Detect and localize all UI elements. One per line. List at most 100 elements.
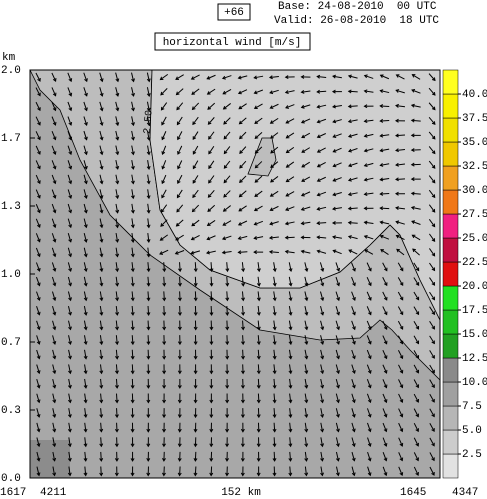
arrow-head: [367, 355, 372, 360]
wind-arrow: [347, 119, 358, 124]
arrow-head: [379, 177, 384, 182]
arrow-head: [162, 414, 167, 419]
arrow-shaft: [115, 276, 118, 286]
arrow-shaft: [99, 218, 103, 228]
wind-arrow: [428, 87, 436, 96]
arrow-head: [52, 355, 57, 360]
wind-arrow: [272, 437, 277, 448]
wind-arrow: [175, 219, 184, 227]
arrow-head: [176, 194, 181, 199]
wind-arrow: [192, 189, 199, 199]
wind-arrow: [51, 276, 57, 287]
wind-arrow: [398, 452, 404, 462]
arrow-head: [177, 326, 182, 331]
arrow-head: [288, 472, 293, 477]
arrow-head: [351, 428, 356, 433]
arrow-shaft: [364, 192, 374, 195]
arrow-shaft: [115, 262, 118, 272]
arrow-head: [431, 325, 435, 330]
arrow-shaft: [35, 247, 41, 257]
arrow-head: [225, 370, 230, 375]
arrow-head: [192, 165, 197, 170]
arrow-head: [399, 311, 404, 316]
arrow-shaft: [99, 101, 103, 111]
arrow-head: [320, 297, 325, 302]
wind-arrow: [320, 349, 325, 360]
arrow-head: [383, 326, 388, 331]
arrow-head: [146, 443, 151, 448]
arrow-head: [52, 92, 57, 97]
arrow-shaft: [242, 335, 244, 345]
wind-arrow: [225, 305, 230, 316]
arrow-shaft: [270, 132, 279, 139]
arrow-head: [177, 458, 182, 462]
wind-arrow: [51, 87, 57, 97]
arrow-head: [37, 121, 41, 126]
wind-arrow: [254, 190, 263, 198]
wind-arrow: [131, 145, 135, 156]
arrow-head: [36, 340, 41, 345]
colorbar-bin: [442, 213, 459, 239]
arrow-shaft: [332, 105, 342, 108]
arrow-head: [256, 472, 261, 477]
arrow-shaft: [398, 364, 403, 374]
wind-arrow: [35, 174, 41, 185]
arrow-shaft: [397, 277, 404, 286]
arrow-shaft: [335, 320, 340, 330]
arrow-head: [256, 414, 261, 419]
wind-arrow: [363, 220, 374, 225]
arrow-head: [272, 370, 277, 375]
wind-arrow: [269, 221, 279, 226]
colorbar: 2.55.07.510.012.515.017.520.022.525.027.…: [442, 69, 487, 479]
arrow-shaft: [428, 87, 436, 96]
wind-arrow: [395, 74, 405, 80]
wind-arrow: [99, 320, 104, 331]
arrow-head: [146, 414, 151, 419]
arrow-shaft: [83, 233, 87, 243]
wind-arrow: [304, 276, 309, 287]
wind-arrow: [256, 349, 261, 360]
arrow-shaft: [428, 233, 436, 242]
arrow-shaft: [412, 234, 421, 241]
arrow-head: [399, 355, 404, 360]
arrow-head: [379, 206, 384, 211]
arrow-head: [395, 89, 400, 93]
wind-arrow: [83, 87, 88, 97]
arrow-head: [68, 151, 73, 156]
wind-arrow: [52, 393, 57, 404]
arrow-shaft: [83, 160, 88, 170]
arrow-head: [241, 297, 246, 302]
arrow-head: [159, 237, 164, 241]
wind-arrow: [223, 117, 231, 125]
arrow-shaft: [304, 276, 308, 286]
wind-arrow: [159, 249, 169, 255]
arrow-head: [36, 384, 41, 389]
wind-arrow: [131, 116, 135, 127]
wind-arrow: [193, 393, 198, 404]
arrow-head: [52, 267, 57, 272]
arrow-head: [415, 340, 420, 345]
arrow-head: [191, 222, 196, 227]
arrow-shaft: [429, 379, 435, 388]
arrow-shaft: [176, 102, 184, 110]
arrow-head: [379, 220, 384, 225]
wind-arrow: [130, 291, 135, 302]
wind-arrow: [68, 364, 72, 375]
arrow-head: [304, 457, 309, 462]
arrow-head: [209, 472, 214, 477]
wind-arrow: [428, 131, 436, 140]
arrow-head: [84, 107, 88, 112]
arrow-head: [237, 236, 242, 240]
arrow-head: [336, 355, 340, 360]
arrow-head: [379, 148, 384, 153]
wind-arrow: [159, 73, 169, 81]
arrow-head: [146, 122, 151, 127]
wind-arrow: [83, 422, 88, 433]
wind-arrow: [241, 320, 246, 331]
arrow-head: [415, 398, 420, 403]
wind-arrow: [67, 262, 72, 272]
arrow-head: [68, 78, 73, 83]
arrow-head: [288, 370, 293, 375]
wind-arrow: [160, 102, 168, 111]
arrow-head: [363, 74, 368, 79]
